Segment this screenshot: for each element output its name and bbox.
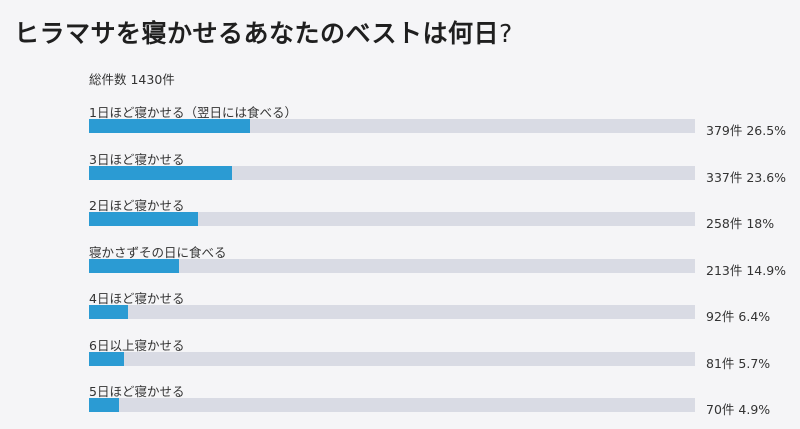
poll-option-count: 81件 — [706, 355, 735, 371]
poll-option-row: 2日ほど寝かせる 258件 18% — [89, 195, 794, 235]
poll-option-row: 1日ほど寝かせる（翌日には食べる） 379件 26.5% — [89, 102, 794, 142]
poll-bar-track — [89, 212, 695, 226]
poll-option-label: 1日ほど寝かせる（翌日には食べる） — [89, 105, 297, 120]
poll-option-result: 258件 18% — [706, 213, 774, 232]
poll-option-result: 70件 4.9% — [706, 399, 770, 418]
poll-option-label: 4日ほど寝かせる — [89, 291, 185, 306]
poll-option-percent: 23.6% — [746, 169, 787, 185]
poll-option-count: 213件 — [706, 262, 743, 278]
poll-bar-track — [89, 398, 695, 412]
poll-option-count: 379件 — [706, 123, 743, 138]
poll-bar-fill — [89, 258, 180, 273]
poll-option-label: 3日ほど寝かせる — [89, 151, 185, 167]
poll-bar-track — [89, 351, 695, 366]
poll-option-row: 6日以上寝かせる 81件 5.7% — [89, 335, 794, 375]
poll-bar-fill — [89, 165, 233, 180]
poll-option-result: 213件 14.9% — [706, 260, 786, 279]
poll-option-result: 92件 6.4% — [706, 306, 770, 325]
poll-option-result: 337件 23.6% — [706, 167, 786, 186]
poll-bar-track — [89, 119, 695, 133]
poll-option-label: 6日以上寝かせる — [89, 337, 185, 353]
poll-option-percent: 14.9% — [746, 262, 787, 278]
poll-bar-fill — [89, 212, 199, 226]
poll-option-count: 337件 — [706, 169, 743, 185]
poll-title-text: ヒラマサを寝かせるあなたのベストは何日 — [14, 19, 500, 48]
poll-option-count: 258件 — [706, 216, 743, 231]
poll-option-percent: 18% — [746, 216, 775, 231]
poll-option-row: 3日ほど寝かせる 337件 23.6% — [89, 149, 794, 189]
poll-bar-track — [89, 258, 695, 273]
poll-bar-track — [89, 165, 695, 180]
poll-option-percent: 6.4% — [738, 309, 771, 324]
poll-option-row: 4日ほど寝かせる 92件 6.4% — [89, 288, 794, 328]
poll-title: ヒラマサを寝かせるあなたのベストは何日? — [14, 14, 513, 50]
poll-option-percent: 4.9% — [738, 402, 771, 417]
poll-option-row: 寝かさずその日に食べる 213件 14.9% — [89, 242, 794, 282]
poll-option-row: 5日ほど寝かせる 70件 4.9% — [89, 381, 794, 421]
total-count: 総件数 1430件 — [89, 72, 175, 87]
poll-option-count: 92件 — [706, 309, 735, 324]
poll-option-result: 81件 5.7% — [706, 353, 770, 372]
poll-bar-fill — [89, 398, 119, 412]
poll-option-label: 寝かさずその日に食べる — [89, 244, 227, 260]
poll-option-count: 70件 — [706, 402, 735, 417]
poll-option-label: 2日ほど寝かせる — [89, 198, 185, 213]
poll-bar-fill — [89, 305, 128, 319]
poll-option-percent: 5.7% — [738, 355, 771, 371]
poll-bar-fill — [89, 351, 124, 366]
poll-bar-track — [89, 305, 695, 319]
poll-title-question-mark: ? — [499, 19, 513, 48]
poll-option-percent: 26.5% — [746, 123, 787, 138]
poll-option-label: 5日ほど寝かせる — [89, 384, 185, 399]
poll-option-result: 379件 26.5% — [706, 120, 786, 139]
poll-bar-fill — [89, 119, 250, 133]
